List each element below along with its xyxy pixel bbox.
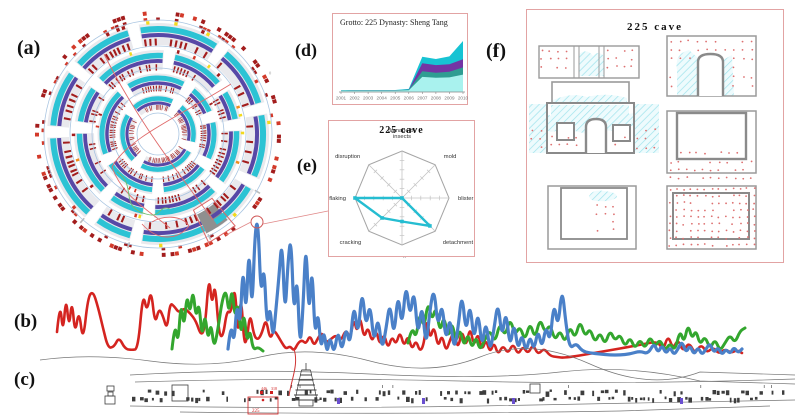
series-red — [55, 282, 744, 359]
year-tick-label: 2010 — [458, 96, 469, 101]
panel-f-label: (f) — [486, 40, 506, 62]
panel-e-title: 225 cave — [379, 125, 424, 136]
circos-outer-label: 0 — [269, 70, 272, 75]
radar-axis-label: blister — [458, 196, 474, 202]
circos-highlight-box — [192, 197, 236, 244]
cave-225-label: 225 — [252, 409, 260, 414]
purple-cave-marker — [337, 398, 340, 404]
area-layer-1-light-cyan — [341, 74, 463, 92]
line-chart — [55, 222, 747, 359]
callout-connectors — [225, 210, 329, 397]
circos-chart: 0 — [34, 11, 281, 257]
year-tick-label: 2004 — [377, 96, 388, 101]
year-tick-label: 2008 — [431, 96, 442, 101]
year-tick-label: 2009 — [444, 96, 455, 101]
panel-d-label: (d) — [295, 40, 317, 60]
purple-cave-marker — [512, 398, 515, 404]
series-blue — [226, 222, 744, 357]
purple-cave-marker — [422, 398, 425, 404]
year-tick-label: 2002 — [349, 96, 360, 101]
year-tick-label: 2007 — [417, 96, 428, 101]
cave-wall-diagrams — [529, 35, 757, 250]
panel-d-title: Grotto: 225 Dynasty: Sheng Tang — [340, 18, 448, 27]
panel-e-label: (e) — [297, 155, 317, 175]
panel-c-label: (c) — [14, 369, 36, 390]
year-tick-label: 2006 — [404, 96, 415, 101]
panel-a-label: (a) — [17, 37, 41, 59]
red-cave-label-left: 446 — [261, 386, 267, 391]
radar-axis-label: eruption — [392, 257, 413, 258]
panel-e: 225 cave damage by insects mold blister deta… — [328, 120, 475, 258]
cave-225-box — [247, 396, 279, 415]
radar-axis-label: flaking — [329, 196, 346, 202]
year-tick-label: 2003 — [363, 96, 374, 101]
purple-cave-marker — [680, 398, 683, 404]
radar-axis-label: cracking — [340, 240, 362, 246]
red-cave-label-right: 318 — [271, 386, 277, 391]
year-tick-label: 2001 — [336, 96, 347, 101]
radar-polygon — [353, 196, 432, 228]
series-green — [170, 291, 265, 353]
panel-f-title: 225 cave — [626, 21, 683, 33]
radar-axis-label: damage by insects — [388, 128, 417, 140]
panel-b-label: (b) — [14, 311, 38, 332]
stacked-area-chart: 2001 2002 2003 2004 2005 2006 2007 2008 2009 2010 — [336, 41, 469, 101]
panel-f: 225 cave — [526, 9, 784, 263]
panel-d: Grotto: 225 Dynasty: Sheng Tang 2001 2002… — [332, 13, 469, 105]
radar-axis-label: mold — [444, 154, 457, 160]
radar-axis-label: disruption — [335, 154, 360, 160]
year-tick-label: 2005 — [390, 96, 401, 101]
cliff-panorama: 446 318 225 — [39, 348, 796, 415]
radar-axis-label: detachment — [443, 240, 474, 246]
